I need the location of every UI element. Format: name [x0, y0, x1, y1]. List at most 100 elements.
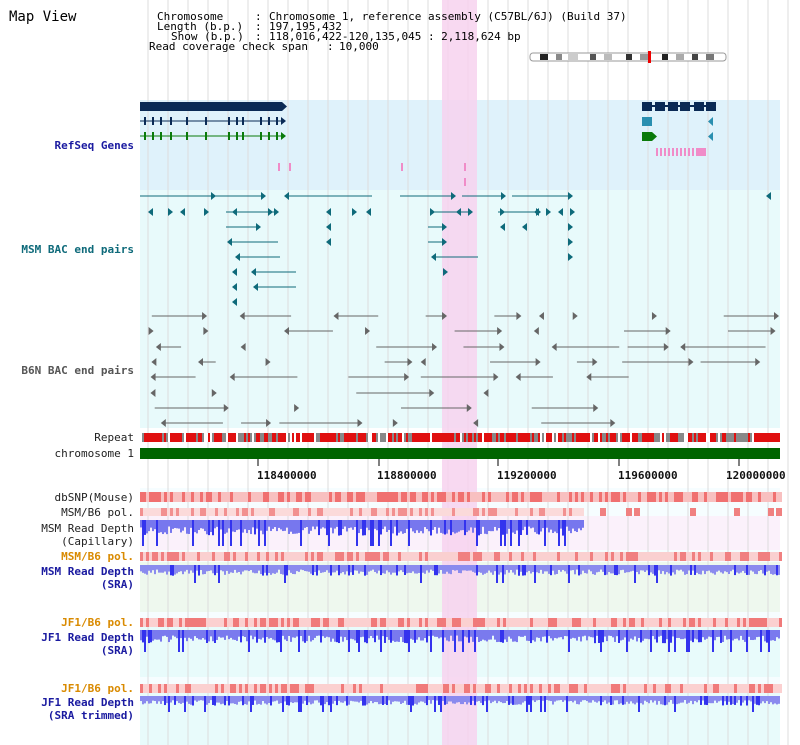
- heat-cell: [506, 618, 509, 627]
- depth-bar: [758, 696, 760, 706]
- depth-bar: [382, 520, 384, 530]
- gene-tick: [464, 178, 466, 186]
- bac-pair-end: [202, 312, 208, 320]
- depth-bar: [646, 565, 648, 571]
- heat-cell: [467, 618, 470, 627]
- depth-bar: [680, 565, 682, 570]
- depth-bar: [406, 520, 408, 529]
- depth-bar: [314, 520, 316, 530]
- repeat-segment: [354, 433, 356, 442]
- depth-bar: [648, 696, 650, 704]
- heat-cell: [260, 684, 263, 693]
- heat-cell: [353, 684, 356, 693]
- heat-cell: [515, 618, 518, 627]
- heat-cell: [599, 492, 602, 502]
- heat-cell: [506, 492, 509, 502]
- heat-cell: [377, 552, 380, 561]
- track-label-msm-depth-capillary[interactable]: MSM Read Depth: [41, 522, 134, 535]
- depth-bar: [274, 696, 276, 702]
- heat-cell: [200, 508, 203, 516]
- heat-cell: [485, 508, 488, 516]
- track-label-jf1-depth-sra[interactable]: JF1 Read Depth: [41, 631, 134, 644]
- depth-bar: [582, 520, 584, 528]
- track-label-msm-depth-sra[interactable]: MSM Read Depth: [41, 565, 134, 578]
- heat-cell: [494, 618, 497, 627]
- depth-bar: [390, 696, 392, 705]
- depth-bar: [556, 520, 558, 534]
- heat-cell: [587, 492, 590, 502]
- depth-bar: [586, 565, 588, 574]
- track-label-msm-b6-pol-2[interactable]: MSM/B6 pol.: [61, 550, 134, 563]
- depth-bar: [604, 696, 606, 701]
- depth-bar: [146, 520, 148, 534]
- depth-bar: [666, 565, 668, 573]
- track-label-msm-b6-pol[interactable]: MSM/B6 pol.: [61, 506, 134, 519]
- depth-bar: [746, 696, 748, 706]
- track-label-dbsnp[interactable]: dbSNP(Mouse): [54, 491, 134, 504]
- track-label-msm-bac[interactable]: MSM BAC end pairs: [21, 243, 134, 256]
- repeat-segment: [488, 433, 490, 442]
- depth-bar: [184, 696, 186, 712]
- heat-cell: [146, 552, 149, 561]
- heat-cell: [281, 618, 284, 627]
- depth-bar: [274, 565, 276, 574]
- heat-cell: [404, 492, 407, 502]
- heat-cell: [245, 552, 248, 561]
- heat-cell: [599, 684, 602, 693]
- heat-cell: [398, 684, 401, 693]
- heat-cell: [230, 552, 233, 561]
- heat-cell: [578, 684, 581, 693]
- depth-bar: [208, 696, 210, 704]
- depth-bar: [182, 565, 184, 575]
- depth-bar: [556, 630, 558, 639]
- heat-cell: [485, 492, 488, 502]
- depth-bar: [214, 565, 216, 576]
- depth-bar: [284, 565, 286, 583]
- depth-bar: [256, 565, 258, 574]
- track-label-chromosome[interactable]: chromosome 1: [54, 447, 134, 460]
- heat-cell: [476, 508, 479, 516]
- track-label-b6n-bac[interactable]: B6N BAC end pairs: [21, 364, 134, 377]
- repeat-segment: [638, 433, 640, 442]
- depth-bar: [276, 565, 278, 573]
- track-label-jf1-depth-trimmed[interactable]: JF1 Read Depth: [41, 696, 134, 709]
- heat-cell: [512, 552, 515, 561]
- repeat-segment: [764, 433, 766, 442]
- heat-cell: [668, 618, 671, 627]
- heat-cell: [659, 552, 662, 561]
- track-label-repeat[interactable]: Repeat: [94, 431, 134, 444]
- bac-pair-end: [333, 312, 339, 320]
- depth-bar: [450, 696, 452, 702]
- heat-cell: [641, 618, 644, 627]
- heat-cell: [461, 684, 464, 693]
- heat-cell: [143, 618, 146, 627]
- depth-bar: [328, 520, 330, 546]
- depth-bar: [554, 630, 556, 638]
- repeat-segment: [606, 433, 608, 442]
- depth-bar: [342, 520, 344, 530]
- heat-cell: [509, 508, 512, 516]
- depth-bar: [368, 630, 370, 639]
- heat-cell: [662, 492, 665, 502]
- heat-cell: [596, 684, 599, 693]
- depth-bar: [338, 520, 340, 536]
- repeat-segment: [360, 433, 362, 442]
- repeat-segment: [220, 433, 222, 442]
- heat-cell: [593, 552, 596, 561]
- depth-bar: [682, 565, 684, 572]
- heat-cell: [425, 618, 428, 627]
- heat-cell: [452, 492, 455, 502]
- heat-cell: [545, 508, 548, 516]
- track-label-refseq[interactable]: RefSeq Genes: [54, 139, 134, 152]
- repeat-segment: [732, 433, 734, 442]
- heat-cell: [518, 492, 521, 502]
- heat-cell: [446, 508, 449, 516]
- bac-pair-end: [160, 419, 166, 427]
- heat-cell: [263, 552, 266, 561]
- heat-cell: [446, 552, 449, 561]
- heat-cell: [386, 618, 389, 627]
- track-label-jf1-b6-pol-2[interactable]: JF1/B6 pol.: [61, 682, 134, 695]
- depth-bar: [326, 630, 328, 637]
- track-label-jf1-b6-pol[interactable]: JF1/B6 pol.: [61, 616, 134, 629]
- depth-bar: [482, 630, 484, 640]
